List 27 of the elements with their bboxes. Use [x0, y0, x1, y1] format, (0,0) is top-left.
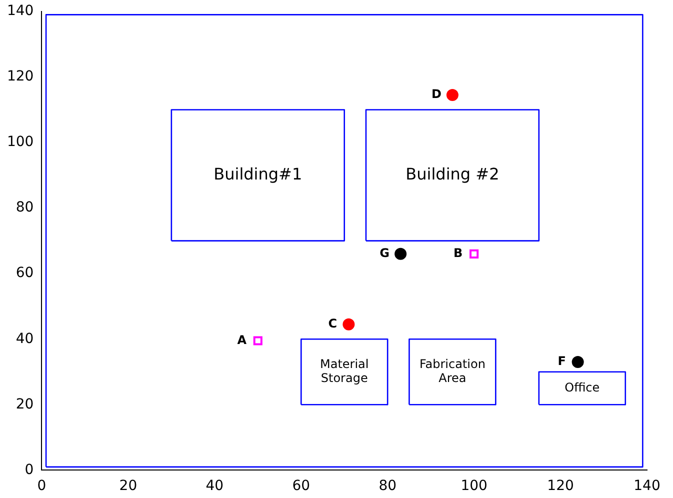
y-tick-label: 120 — [6, 68, 34, 85]
annotation: Fabrication Area — [419, 357, 486, 386]
x-tick-label: 0 — [37, 478, 46, 494]
annotation: G — [380, 246, 390, 260]
annotation: F — [558, 354, 566, 368]
annotation: Material Storage — [320, 357, 369, 386]
annotation: A — [237, 332, 248, 347]
annotation: Office — [564, 380, 600, 394]
y-tick-label: 40 — [16, 330, 34, 347]
x-tick-label: 120 — [547, 478, 574, 494]
x-tick-label: 20 — [119, 478, 138, 494]
y-tick-label: 140 — [6, 3, 34, 20]
y-tick-label: 100 — [6, 134, 34, 150]
x-tick-label: 140 — [634, 478, 660, 494]
x-tick-label: 100 — [460, 478, 488, 494]
y-tick-label: 80 — [16, 200, 34, 216]
x-tick-label: 40 — [206, 478, 224, 494]
annotation: Building #2 — [406, 164, 500, 184]
annotation: D — [431, 87, 442, 102]
x-tick-label: 60 — [292, 478, 310, 494]
annotation: C — [328, 316, 338, 330]
y-tick-label: 20 — [16, 396, 34, 412]
x-tick-label: 80 — [378, 478, 397, 494]
annotation: B — [453, 246, 463, 260]
y-tick-label: 60 — [16, 265, 34, 282]
annotation: Building#1 — [214, 164, 302, 184]
y-tick-label: 0 — [24, 462, 34, 478]
